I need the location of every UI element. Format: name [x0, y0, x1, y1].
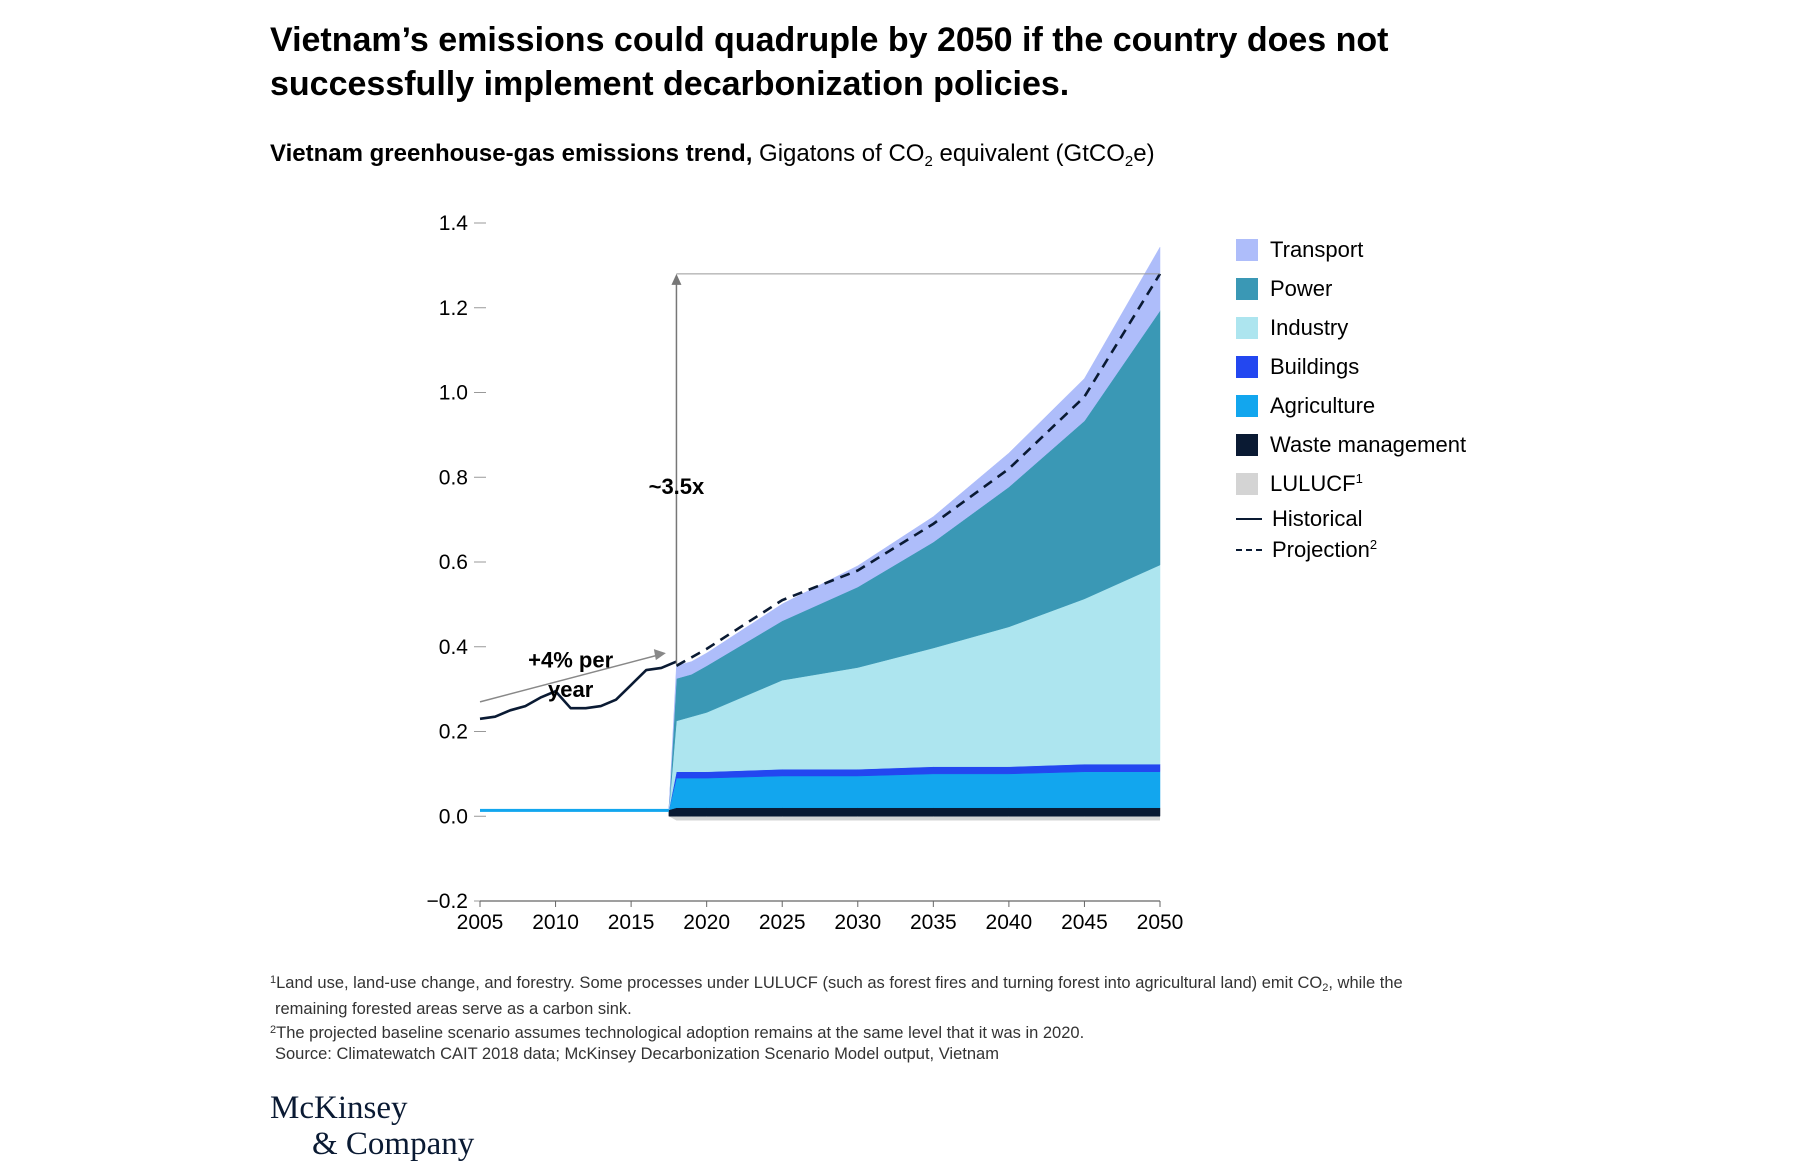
legend-label: Transport — [1270, 236, 1364, 262]
x-tick-label: 2030 — [834, 911, 881, 934]
area-waste-management — [668, 807, 1161, 817]
legend-swatch — [1236, 472, 1258, 495]
pre-projection-band — [480, 808, 669, 812]
growth-label-line2: year — [548, 677, 594, 702]
x-tick-label: 2005 — [457, 911, 504, 934]
legend-swatch — [1236, 316, 1258, 339]
legend-item-buildings: Buildings — [1236, 347, 1466, 386]
footnote-1-line2: remaining forested areas serve as a carb… — [275, 1000, 632, 1018]
multiplier-label: ~3.5x — [649, 474, 705, 499]
y-tick-label: 0.6 — [439, 551, 468, 574]
legend-label: Projection2 — [1272, 536, 1378, 562]
legend-label: Power — [1270, 275, 1333, 301]
x-tick-label: 2045 — [1061, 911, 1108, 934]
x-tick-label: 2010 — [532, 911, 579, 934]
chart-subtitle: Vietnam greenhouse-gas emissions trend, … — [270, 140, 1155, 170]
source-note: Source: Climatewatch CAIT 2018 data; McK… — [275, 1045, 999, 1063]
y-tick-label: 0.4 — [439, 636, 469, 659]
legend-label: Buildings — [1270, 353, 1360, 379]
x-tick-label: 2025 — [759, 911, 806, 934]
y-tick-label: 1.0 — [439, 382, 468, 405]
legend-swatch — [1236, 277, 1258, 300]
footnote-1: 1Land use, land-use change, and forestry… — [270, 974, 1403, 994]
legend-item-historical: Historical — [1236, 503, 1466, 534]
x-tick-label: 2015 — [608, 911, 655, 934]
legend-label: LULUCF1 — [1270, 470, 1363, 496]
legend: Transport Power Industry Buildings Agricultu… — [1236, 230, 1466, 565]
legend-swatch — [1236, 517, 1262, 520]
legend-swatch — [1236, 433, 1258, 456]
legend-item-agriculture: Agriculture — [1236, 386, 1466, 425]
x-tick-label: 2050 — [1137, 911, 1184, 934]
legend-item-waste-management: Waste management — [1236, 425, 1466, 464]
y-tick-label: 1.2 — [439, 297, 468, 320]
y-tick-label: 0.8 — [439, 466, 468, 489]
logo-line1: McKinsey — [270, 1090, 408, 1126]
growth-arrow-head — [653, 649, 666, 661]
subtitle-sub1: 2 — [924, 153, 933, 170]
subtitle-sub2: 2 — [1124, 153, 1134, 170]
mckinsey-logo: McKinsey & Company — [270, 1090, 474, 1162]
projection-line — [675, 273, 1162, 667]
growth-arrow-shaft — [479, 654, 659, 703]
x-tick-label: 2035 — [910, 911, 957, 934]
footnote-2: 2The projected baseline scenario assumes… — [270, 1024, 1085, 1042]
y-tick-label: −0.2 — [427, 890, 468, 913]
chart-title: Vietnam’s emissions could quadruple by 2… — [270, 21, 1389, 103]
subtitle-bold: Vietnam greenhouse-gas emissions trend, — [270, 140, 753, 167]
subtitle-unit-pre: Gigatons of CO — [752, 140, 925, 167]
footnotes: 1Land use, land-use change, and forestry… — [270, 970, 1570, 1065]
area-transport — [668, 246, 1161, 810]
multiplier-arrow-head — [671, 273, 682, 285]
area-agriculture — [668, 771, 1161, 811]
legend-item-industry: Industry — [1236, 308, 1466, 347]
legend-label: Waste management — [1270, 431, 1467, 457]
y-axis: 1.4 1.2 1.0 0.8 0.6 0.4 0.2 0.0 −0.2 — [427, 212, 486, 913]
legend-item-transport: Transport — [1236, 230, 1466, 269]
legend-swatch — [1236, 394, 1258, 417]
historical-line — [479, 660, 677, 721]
y-tick-label: 0.2 — [439, 721, 468, 744]
legend-swatch — [1236, 238, 1258, 261]
area-lulucf — [668, 816, 1160, 821]
legend-swatch — [1236, 355, 1258, 378]
subtitle-unit-post: e) — [1133, 140, 1155, 167]
legend-item-projection: Projection2 — [1236, 534, 1466, 565]
legend-label: Historical — [1272, 505, 1363, 531]
stacked-areas — [480, 246, 1161, 821]
annotations: ~3.5x +4% per year — [479, 273, 1160, 703]
x-tick-label: 2020 — [683, 911, 730, 934]
subtitle-unit-mid: equivalent (GtCO — [932, 140, 1125, 167]
legend-label: Industry — [1270, 314, 1349, 340]
trend-lines — [479, 273, 1162, 721]
x-tick-label: 2040 — [986, 911, 1033, 934]
legend-item-power: Power — [1236, 269, 1466, 308]
emissions-chart: 1.4 1.2 1.0 0.8 0.6 0.4 0.2 0.0 −0.2 2005 2010 201… — [427, 212, 1184, 934]
x-axis: 2005 2010 2015 2020 2025 2030 2035 2040 2045 2050 — [457, 900, 1184, 934]
legend-item-lulucf: LULUCF1 — [1236, 464, 1466, 503]
logo-line2: & Company — [312, 1126, 475, 1162]
y-tick-label: 1.4 — [439, 212, 469, 235]
growth-label-line1: +4% per — [528, 647, 613, 672]
y-tick-label: 0.0 — [439, 805, 468, 828]
legend-swatch — [1236, 548, 1262, 551]
legend-label: Agriculture — [1270, 392, 1376, 418]
